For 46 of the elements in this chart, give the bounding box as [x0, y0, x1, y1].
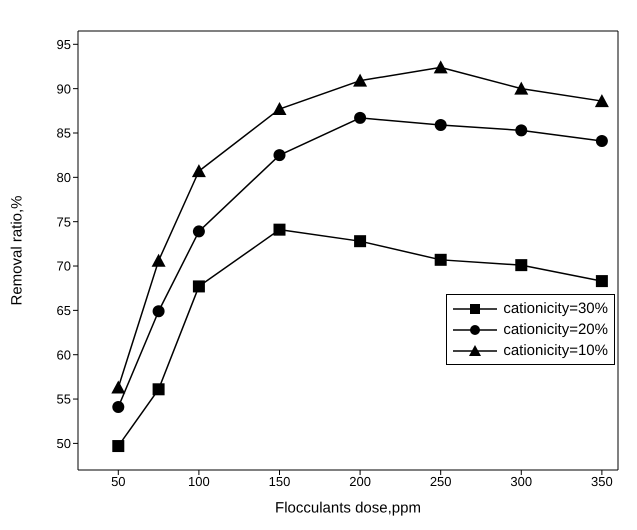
x-tick-label: 50 [111, 474, 126, 490]
x-tick-label: 250 [430, 474, 452, 490]
x-tick-label: 150 [268, 474, 290, 490]
x-tick-label: 200 [349, 474, 371, 490]
point [192, 164, 206, 178]
point [152, 305, 165, 318]
x-axis-title: Flocculants dose,ppm [275, 500, 421, 517]
x-tick-label: 350 [591, 474, 613, 490]
y-tick-label: 85 [56, 126, 71, 141]
point [434, 60, 448, 74]
point [596, 275, 608, 288]
point [192, 225, 205, 238]
point [514, 82, 528, 95]
y-tick-label: 80 [56, 170, 71, 185]
legend-label: cationicity=30% [503, 299, 608, 319]
point [272, 102, 286, 116]
point [273, 149, 286, 162]
x-tick-label: 100 [188, 474, 210, 490]
y-tick-label: 95 [56, 36, 71, 52]
x-tick-label: 300 [510, 474, 532, 490]
point [515, 124, 528, 136]
y-tick-label: 55 [56, 392, 71, 407]
point [596, 134, 608, 147]
point [353, 74, 368, 87]
y-tick-label: 70 [56, 258, 71, 274]
point [594, 94, 609, 108]
y-tick-label: 90 [56, 81, 71, 96]
point [192, 280, 205, 292]
point [354, 112, 366, 124]
y-tick-label: 75 [56, 214, 71, 230]
point [515, 259, 528, 272]
y-axis-title: Removal ratio,% [8, 195, 26, 306]
point [354, 235, 366, 248]
legend-label: cationicity=10% [503, 341, 608, 361]
y-tick-label: 65 [56, 302, 71, 318]
point [111, 380, 126, 394]
point [273, 224, 286, 236]
point [152, 254, 166, 267]
point [434, 119, 447, 132]
y-tick-label: 50 [56, 436, 71, 452]
point [152, 383, 165, 396]
point [112, 440, 124, 452]
legend-label: cationicity=20% [503, 320, 608, 340]
y-tick-label: 60 [56, 347, 71, 362]
point [112, 401, 124, 414]
point [434, 254, 447, 266]
